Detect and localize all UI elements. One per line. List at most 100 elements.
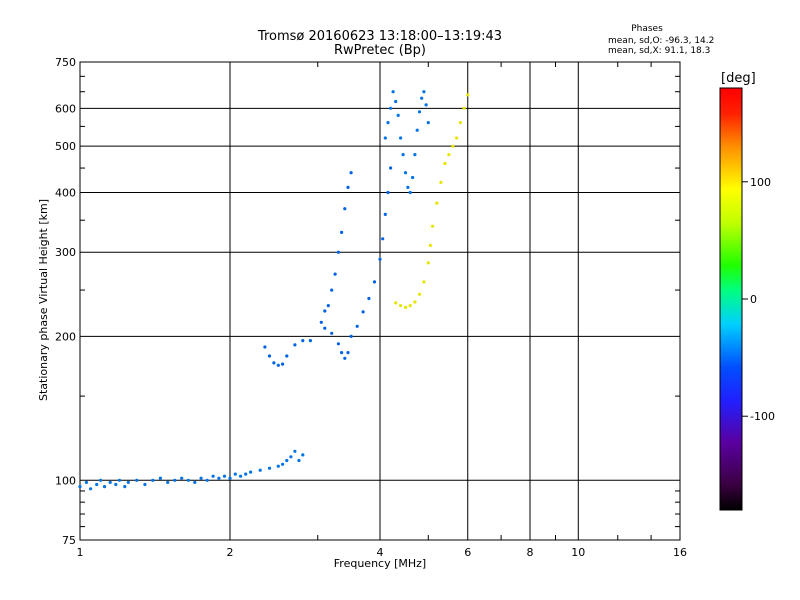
- data-point: [323, 309, 327, 313]
- data-point: [285, 458, 289, 463]
- data-point: [340, 351, 344, 355]
- data-point: [413, 153, 417, 157]
- data-point: [355, 324, 359, 328]
- x-tick-label: 4: [377, 546, 384, 559]
- data-point: [99, 478, 103, 482]
- data-point: [123, 485, 127, 489]
- data-point: [336, 342, 340, 346]
- data-point: [330, 331, 334, 335]
- data-point: [272, 361, 276, 365]
- data-point: [361, 310, 365, 314]
- x-tick-label: 1: [77, 546, 84, 559]
- chart-title-line1: Tromsø 20160623 13:18:00–13:19:43: [257, 29, 502, 44]
- x-tick-label: 8: [527, 546, 534, 559]
- data-point: [346, 185, 350, 189]
- data-point: [411, 175, 415, 180]
- data-point: [417, 292, 422, 296]
- data-point: [381, 237, 385, 241]
- y-tick-label: 400: [55, 186, 76, 199]
- y-tick-label: 75: [62, 534, 76, 547]
- data-point: [158, 476, 162, 480]
- data-point: [301, 453, 305, 457]
- data-point: [114, 482, 118, 487]
- data-point: [276, 464, 280, 468]
- data-point: [95, 482, 99, 487]
- legend-line-o: mean, sd,O: -96.3, 14.2: [608, 36, 714, 46]
- data-point: [408, 304, 412, 308]
- data-point: [222, 474, 227, 478]
- data-point: [336, 250, 340, 254]
- data-point: [346, 351, 350, 355]
- data-point: [451, 144, 455, 148]
- data-point: [263, 345, 267, 349]
- axis-ticks: 1 2 4 6 8 10 16 75 100 200 300 400 500 600 750: [55, 56, 687, 559]
- data-point: [343, 207, 347, 211]
- data-point: [399, 304, 403, 308]
- data-point: [244, 472, 248, 476]
- data-point: [349, 334, 353, 338]
- data-point: [422, 90, 426, 94]
- data-point: [420, 96, 424, 100]
- data-point: [239, 474, 243, 478]
- data-point: [117, 478, 122, 482]
- y-axis-label: Stationary phase Virtual Height [km]: [37, 199, 50, 401]
- data-point: [249, 470, 253, 474]
- data-point: [340, 230, 344, 234]
- data-point: [401, 153, 405, 157]
- data-point: [394, 99, 398, 104]
- colorbar-tick-label: 0: [750, 293, 757, 306]
- data-point: [435, 201, 439, 205]
- data-point: [228, 476, 232, 480]
- data-point: [413, 300, 417, 304]
- data-point: [289, 455, 293, 459]
- data-point: [426, 121, 430, 125]
- data-point: [173, 478, 177, 482]
- data-point: [233, 472, 237, 476]
- data-point: [326, 304, 330, 308]
- data-point: [447, 153, 451, 157]
- colorbar-tick-label: 100: [750, 176, 771, 189]
- data-point: [415, 128, 419, 132]
- y-tick-label: 200: [55, 330, 76, 343]
- colorbar-ticks: -100 0 100: [742, 176, 775, 423]
- data-point: [143, 482, 147, 487]
- data-point: [408, 190, 412, 195]
- data-point: [391, 90, 395, 94]
- data-point: [367, 296, 371, 301]
- data-point: [333, 272, 337, 276]
- data-point: [386, 190, 390, 195]
- data-point: [378, 257, 382, 261]
- data-point: [258, 468, 262, 472]
- data-point: [151, 478, 155, 482]
- data-point: [403, 305, 408, 309]
- data-point: [276, 363, 280, 367]
- x-axis-label: Frequency [MHz]: [334, 557, 426, 570]
- data-point: [211, 474, 215, 478]
- data-point: [135, 478, 139, 482]
- data-point: [319, 320, 323, 324]
- colorbar: [719, 87, 743, 511]
- data-point: [84, 480, 88, 484]
- data-point: [422, 280, 426, 284]
- data-point: [108, 480, 112, 484]
- data-point: [349, 171, 353, 175]
- x-tick-label: 2: [227, 546, 234, 559]
- data-point: [443, 161, 447, 166]
- x-tick-label: 16: [673, 546, 687, 559]
- legend-title: Phases: [631, 24, 663, 34]
- chart-title-line2: RwPretec (Bp): [334, 43, 426, 58]
- data-point: [383, 136, 387, 140]
- data-point: [199, 476, 203, 480]
- data-point: [417, 110, 422, 114]
- x-tick-label: 6: [464, 546, 471, 559]
- y-tick-label: 100: [55, 474, 76, 487]
- data-point: [297, 458, 301, 463]
- x-tick-label: 10: [571, 546, 585, 559]
- data-point: [285, 354, 289, 358]
- data-point: [89, 487, 93, 491]
- data-point: [462, 106, 466, 110]
- data-point: [186, 478, 190, 482]
- legend-line-x: mean, sd,X: 91.1, 18.3: [608, 46, 710, 56]
- data-point: [383, 212, 387, 216]
